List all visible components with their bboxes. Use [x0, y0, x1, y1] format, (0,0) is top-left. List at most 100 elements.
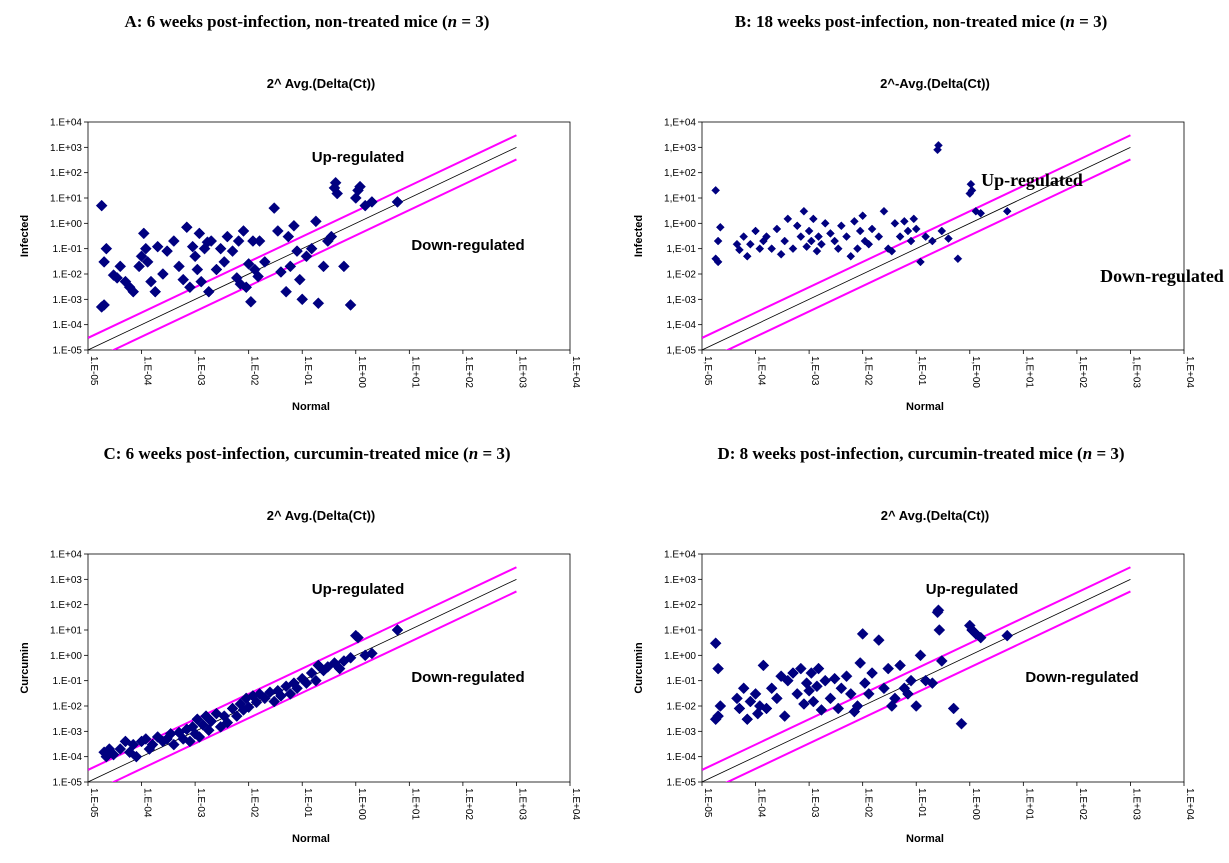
- data-point: [921, 232, 931, 241]
- chart-title: 2^ Avg.(Delta(Ct)): [267, 76, 375, 91]
- data-point: [240, 281, 253, 294]
- data-point: [862, 688, 875, 700]
- data-point: [186, 240, 199, 253]
- data-point: [1001, 629, 1014, 642]
- data-point: [783, 214, 793, 224]
- threshold-line: [702, 134, 1131, 339]
- data-point: [776, 249, 786, 259]
- y-tick-label: 1.E+01: [50, 626, 82, 637]
- data-point: [937, 226, 947, 236]
- data-point: [903, 226, 913, 236]
- data-point: [755, 244, 765, 254]
- data-point: [778, 710, 791, 722]
- data-point: [184, 281, 196, 294]
- data-point: [271, 225, 284, 237]
- x-tick-label: 1.E+03: [1130, 788, 1141, 820]
- data-point: [130, 750, 143, 763]
- data-point: [329, 176, 342, 189]
- data-point: [814, 232, 823, 241]
- data-point: [796, 232, 806, 241]
- data-point: [280, 285, 292, 298]
- data-point: [887, 246, 897, 256]
- x-tick-label: 1.E+03: [516, 356, 527, 388]
- data-point: [854, 657, 867, 669]
- y-axis-label: Curcumin: [633, 642, 645, 694]
- panel-heading-text: 8 weeks post-infection, curcumin-treated…: [739, 444, 1083, 463]
- data-point: [914, 649, 927, 662]
- y-tick-label: 1.E+02: [50, 600, 82, 611]
- x-tick-label: 1,E+04: [1184, 356, 1195, 388]
- data-point: [205, 235, 218, 247]
- data-point: [312, 297, 325, 310]
- data-point: [733, 702, 746, 715]
- data-point: [899, 216, 909, 226]
- x-tick-label: 1.E-05: [88, 356, 99, 386]
- data-point: [210, 263, 223, 276]
- x-tick-label: 1.E+01: [409, 788, 420, 820]
- data-point: [193, 227, 206, 240]
- data-point: [856, 628, 869, 640]
- data-point: [760, 702, 773, 715]
- y-tick-label: 1.E-01: [53, 676, 83, 687]
- y-tick-label: 1,E-03: [667, 295, 697, 306]
- y-tick-label: 1.E-02: [667, 702, 697, 713]
- data-point: [806, 236, 816, 246]
- data-point: [250, 696, 263, 709]
- data-point: [744, 695, 757, 708]
- data-point: [344, 651, 357, 664]
- threshold-line: [111, 590, 517, 782]
- y-tick-label: 1.E-05: [53, 346, 83, 357]
- y-tick-label: 1,E+02: [664, 168, 696, 179]
- data-point: [749, 688, 762, 700]
- y-tick-label: 1.E-04: [667, 752, 697, 763]
- data-point: [305, 667, 318, 679]
- chart-title: 2^-Avg.(Delta(Ct)): [880, 76, 990, 91]
- data-point: [757, 659, 770, 672]
- x-tick-label: 1.E+01: [1023, 788, 1034, 820]
- data-point: [291, 245, 303, 257]
- x-tick-label: 1.E-01: [302, 788, 313, 818]
- data-point: [824, 692, 837, 705]
- data-point: [167, 235, 180, 247]
- data-point: [882, 662, 895, 675]
- x-tick-label: 1.E+02: [1077, 788, 1088, 820]
- data-point: [268, 695, 281, 708]
- data-point: [177, 273, 190, 286]
- scatter-chart-d: 2^ Avg.(Delta(Ct)) 1.E-05 1.E-04 1.E-03 1.E-…: [633, 508, 1195, 845]
- data-point: [966, 179, 976, 189]
- data-point: [288, 219, 300, 232]
- y-tick-label: 1.E+00: [50, 219, 82, 230]
- x-tick-label: 1,E-01: [916, 356, 927, 386]
- y-axis-label: Infected: [633, 215, 645, 257]
- x-tick-label: 1.E+02: [463, 788, 474, 820]
- data-point: [331, 187, 344, 200]
- data-point: [275, 690, 287, 702]
- down-regulated-label: Down-regulated: [411, 669, 524, 686]
- y-tick-label: 1,E+00: [664, 219, 696, 230]
- x-tick-label: 1.E+03: [516, 788, 527, 820]
- data-point: [230, 710, 243, 722]
- data-point: [817, 239, 826, 249]
- data-point: [853, 244, 862, 254]
- data-point: [141, 256, 154, 268]
- data-point: [282, 230, 295, 243]
- y-tick-label: 1.E-01: [53, 244, 83, 255]
- up-regulated-label: Up-regulated: [981, 170, 1083, 190]
- data-point: [737, 682, 750, 695]
- data-point: [762, 232, 771, 241]
- data-point: [119, 735, 132, 748]
- data-point: [252, 270, 264, 283]
- data-point: [275, 266, 287, 278]
- scatter-chart-a: 2^ Avg.(Delta(Ct)) 1.E-05 1.E-04 1.E-03 1.E-…: [19, 76, 581, 413]
- panel-heading-text: 6 weeks post-infection, curcumin-treated…: [125, 444, 469, 463]
- data-point: [802, 242, 812, 252]
- data-point: [317, 260, 330, 273]
- y-axis-label: Curcumin: [19, 642, 31, 694]
- x-tick-label: 1.E-03: [195, 788, 206, 818]
- y-tick-label: 1.E-05: [667, 778, 697, 789]
- y-tick-label: 1.E+02: [50, 168, 82, 179]
- panel-heading-n: n: [468, 444, 479, 463]
- data-point: [851, 700, 864, 712]
- data-point: [191, 263, 204, 276]
- data-point: [173, 260, 185, 273]
